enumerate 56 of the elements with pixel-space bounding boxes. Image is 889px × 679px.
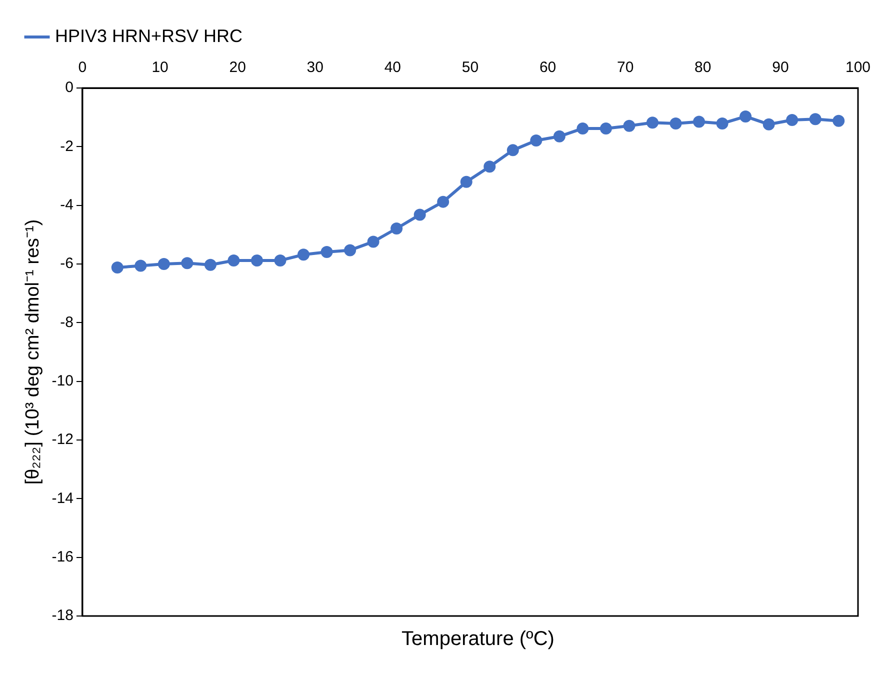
point xyxy=(716,117,728,130)
point xyxy=(437,196,450,208)
point xyxy=(367,236,380,248)
point xyxy=(670,117,682,130)
point xyxy=(344,244,356,256)
point xyxy=(623,120,636,132)
point xyxy=(111,262,124,274)
point xyxy=(693,116,706,128)
legend-label: HPIV3 HRN+RSV HRC xyxy=(55,26,243,46)
y-tick-label: -16 xyxy=(52,548,74,566)
point xyxy=(250,254,263,266)
x-tick-label: 80 xyxy=(694,59,712,76)
point xyxy=(530,134,542,147)
x-tick-label: 90 xyxy=(772,59,789,76)
x-axis-title: Temperature (ºC) xyxy=(400,628,556,651)
point xyxy=(228,254,240,266)
point xyxy=(158,258,170,270)
point xyxy=(274,254,286,266)
y-tick-label: -2 xyxy=(60,138,74,155)
x-tick-label: 70 xyxy=(617,59,634,76)
point xyxy=(786,114,798,126)
point xyxy=(484,160,496,173)
point xyxy=(576,122,589,134)
x-tick-label: 100 xyxy=(845,59,871,76)
y-tick-label: -10 xyxy=(52,372,74,390)
x-tick-label: 50 xyxy=(462,59,479,76)
y-tick-label: -4 xyxy=(60,196,74,214)
point xyxy=(298,248,310,261)
x-tick-label: 60 xyxy=(539,59,556,76)
point xyxy=(740,110,752,122)
y-tick-label: -12 xyxy=(52,431,74,448)
y-axis-title: [θ₂₂₂] (10³ deg cm² dmol⁻¹ res⁻¹) xyxy=(22,219,44,485)
point xyxy=(646,116,658,129)
y-tick-label: -6 xyxy=(60,255,74,272)
point xyxy=(414,208,426,221)
point xyxy=(832,114,845,127)
point xyxy=(181,257,194,270)
point xyxy=(600,122,612,134)
y-tick-label: -8 xyxy=(60,314,74,331)
point xyxy=(204,258,216,271)
point xyxy=(553,130,566,142)
point xyxy=(320,246,333,258)
point xyxy=(460,176,472,188)
x-tick-label: 0 xyxy=(78,59,87,76)
point xyxy=(506,144,519,156)
x-tick-label: 20 xyxy=(229,59,246,76)
x-tick-label: 30 xyxy=(306,59,324,76)
point xyxy=(809,113,822,126)
y-tick-label: 0 xyxy=(65,79,74,96)
point xyxy=(390,222,403,235)
y-tick-label: -14 xyxy=(52,490,74,507)
x-tick-label: 40 xyxy=(384,59,402,76)
point xyxy=(134,260,147,272)
point xyxy=(762,118,775,130)
x-tick-label: 10 xyxy=(152,59,168,76)
y-tick-label: -18 xyxy=(52,607,74,624)
